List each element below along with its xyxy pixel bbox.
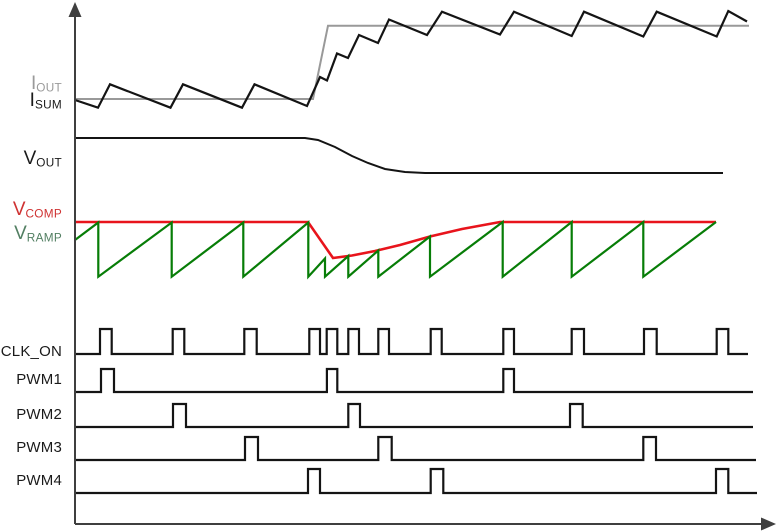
signal-label-vramp: VRAMP — [14, 224, 62, 244]
signal-label-sub: RAMP — [26, 231, 62, 245]
signal-label-main: PWM2 — [16, 406, 62, 423]
y-axis-arrowhead — [68, 2, 82, 17]
clk_on-trace — [75, 327, 748, 356]
pwm1-trace — [75, 367, 753, 394]
x-axis-arrowhead — [761, 517, 776, 531]
signal-label-clk-on: CLK_ON — [1, 344, 62, 359]
signal-label-pwm1: PWM1 — [16, 372, 62, 387]
signal-label-sub: OUT — [36, 81, 62, 95]
isum-trace — [74, 9, 748, 110]
vcomp-trace — [75, 220, 716, 260]
signal-label-main: PWM3 — [16, 439, 62, 456]
signal-label-main: I — [30, 73, 37, 94]
signal-label-main: V — [14, 223, 27, 244]
signal-label-sub: COMP — [25, 207, 62, 221]
signal-label-pwm2: PWM2 — [16, 407, 62, 422]
iout-trace — [75, 24, 749, 100]
pwm2-trace — [75, 402, 753, 429]
signal-label-pwm3: PWM3 — [16, 440, 62, 455]
signal-label-pwm4: PWM4 — [16, 473, 62, 488]
signal-label-main: V — [12, 199, 26, 220]
signal-label-main: CLK_ON — [0, 343, 62, 360]
signal-label-main: V — [23, 148, 37, 169]
vramp-trace — [74, 219, 717, 280]
signal-label-iout: IOUT — [31, 74, 62, 94]
pwm4-trace — [75, 467, 757, 495]
signal-label-main: I — [29, 90, 35, 111]
signal-label-sub: OUT — [36, 156, 62, 170]
signal-label-vcomp: VCOMP — [13, 200, 62, 220]
signal-label-sub: SUM — [34, 98, 62, 112]
signal-label-main: PWM4 — [16, 472, 62, 489]
signal-label-main: PWM1 — [16, 371, 62, 388]
signal-label-isum: ISUM — [30, 91, 62, 111]
signal-label-vout: VOUT — [24, 149, 62, 169]
pwm3-trace — [75, 435, 756, 462]
vout-trace — [75, 137, 723, 174]
